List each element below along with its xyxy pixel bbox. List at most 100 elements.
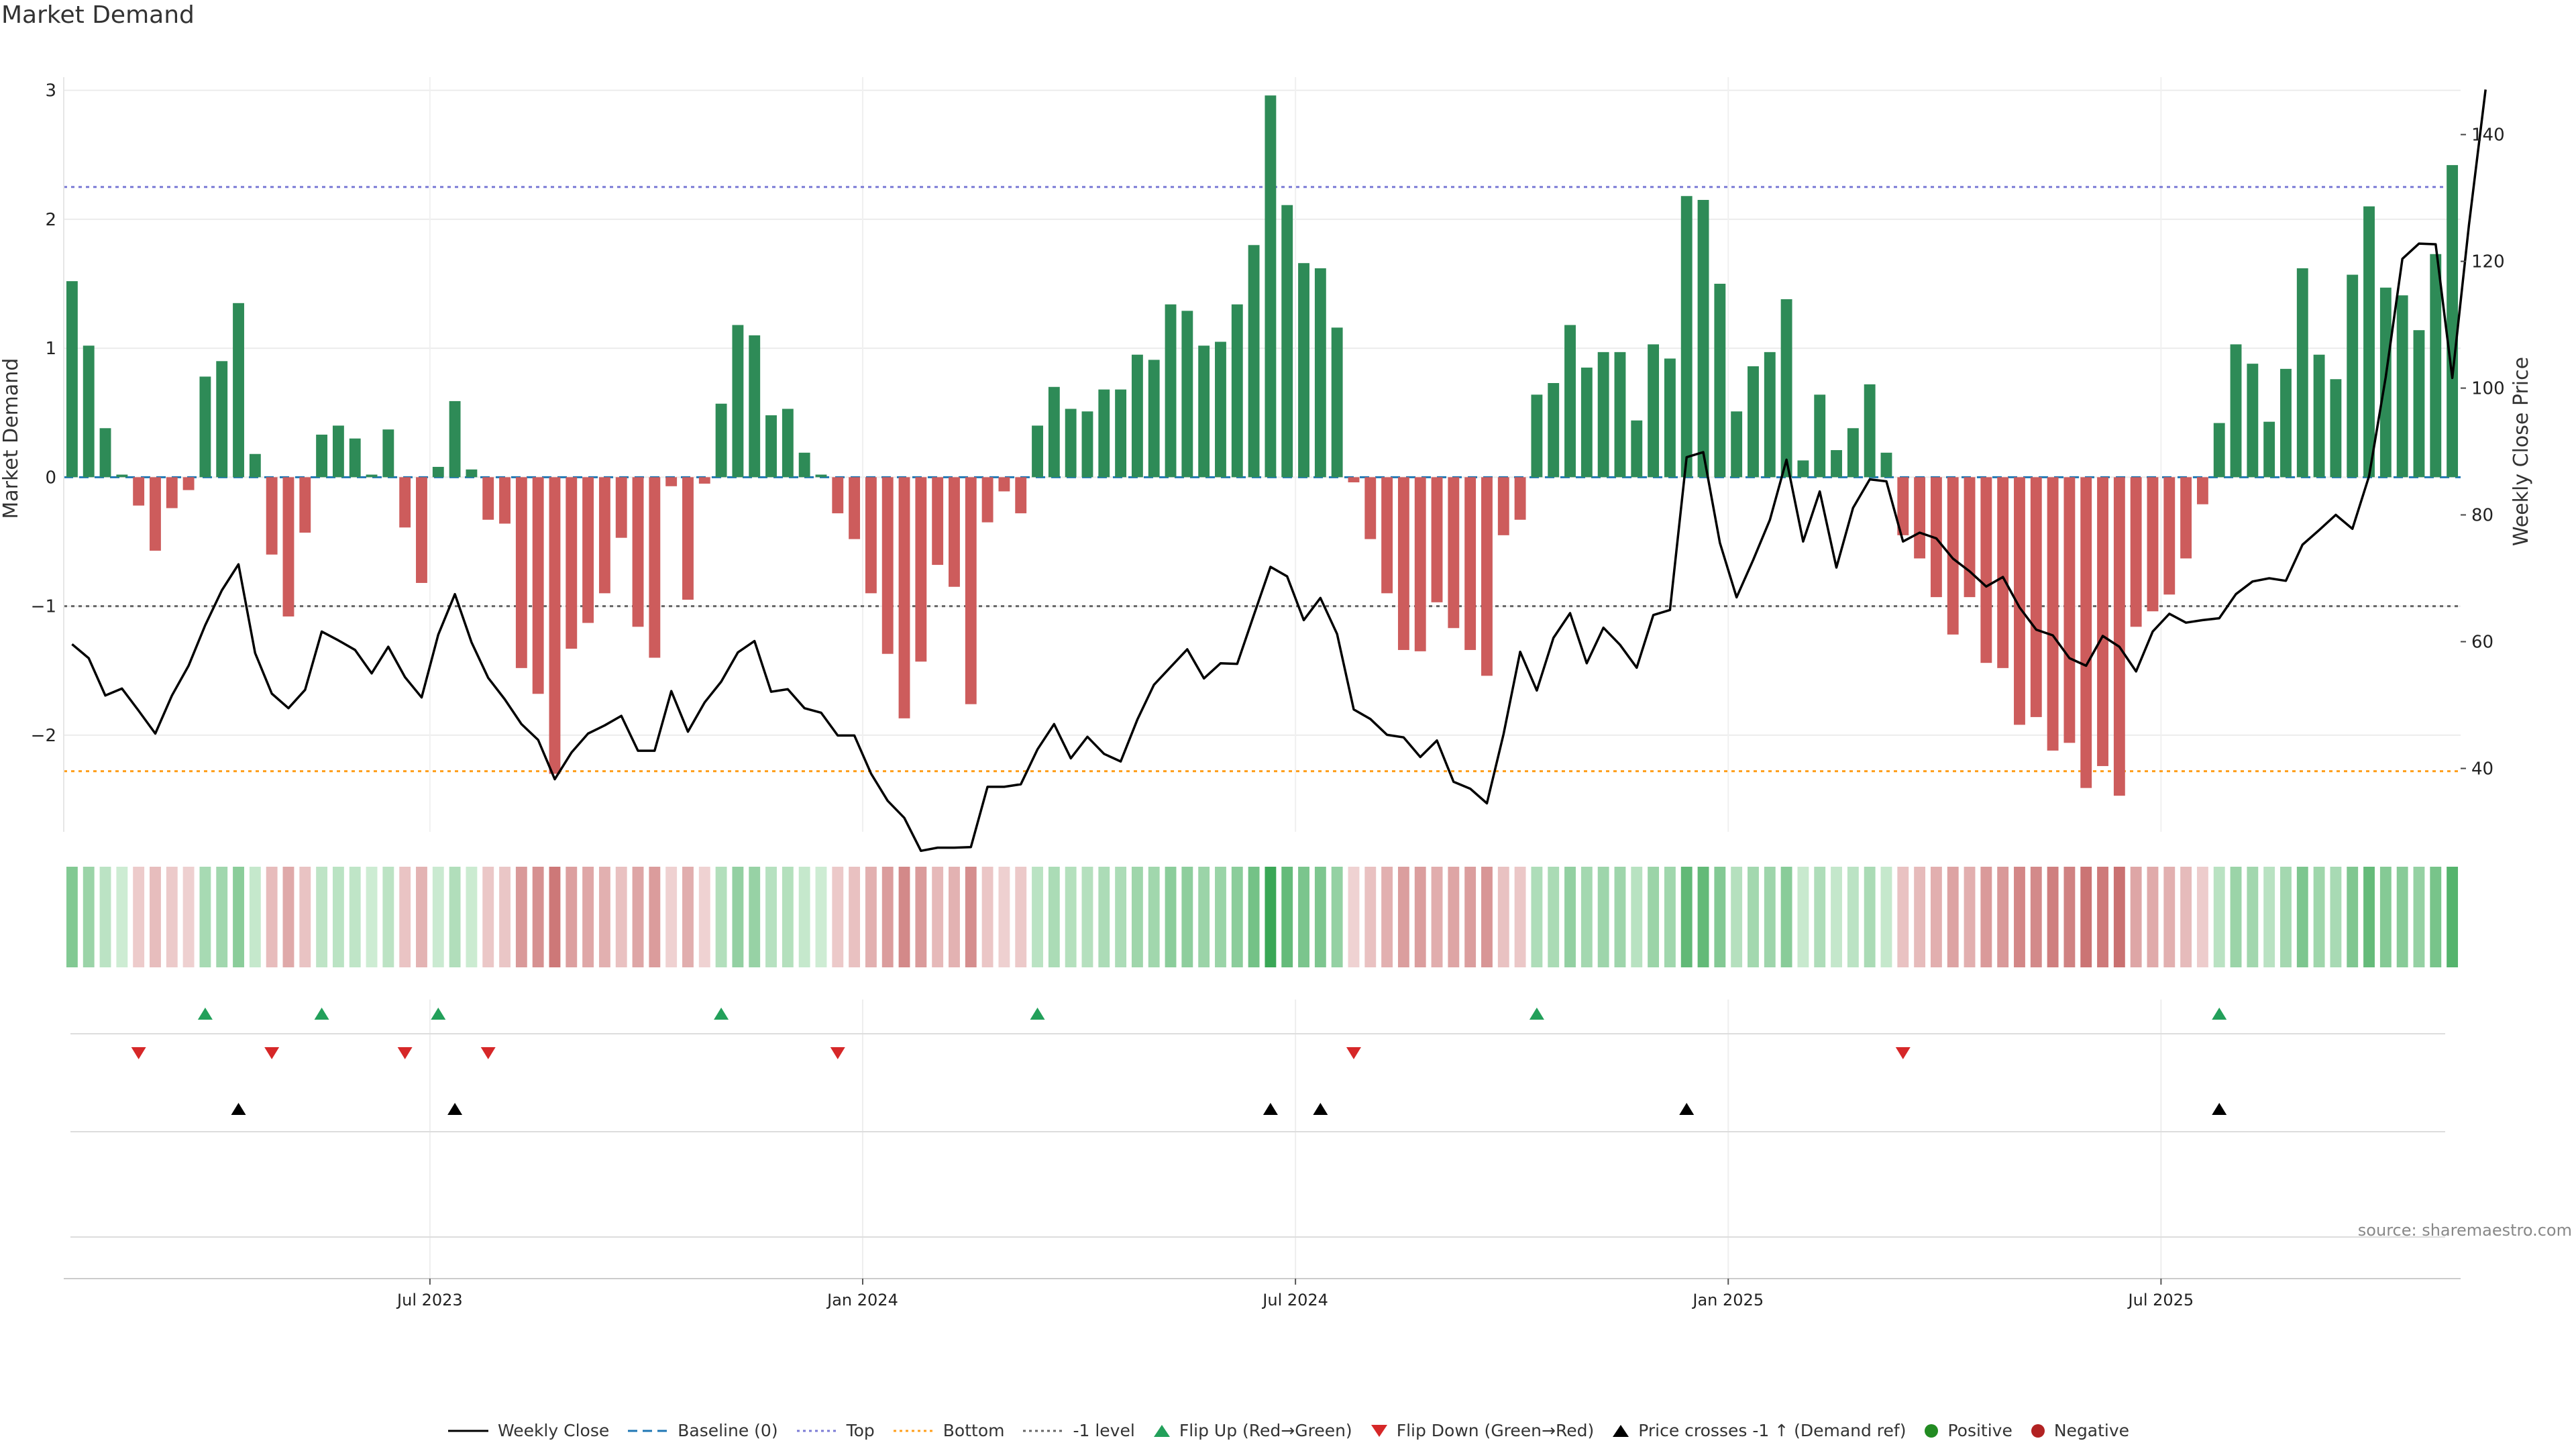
demand-bar bbox=[865, 477, 877, 594]
legend-positive: Positive bbox=[1923, 1421, 2012, 1440]
heat-cell bbox=[849, 867, 861, 967]
demand-bar bbox=[1764, 352, 1776, 478]
demand-bar bbox=[1348, 477, 1360, 483]
heat-cell bbox=[150, 867, 161, 967]
heat-cell bbox=[566, 867, 578, 967]
demand-bar bbox=[532, 477, 544, 694]
heat-cell bbox=[532, 867, 544, 967]
demand-bar bbox=[449, 400, 461, 478]
demand-bar bbox=[1148, 360, 1160, 478]
demand-bar bbox=[1015, 477, 1027, 514]
heat-cell bbox=[1032, 867, 1043, 967]
heat-cell bbox=[1514, 867, 1526, 967]
demand-bar bbox=[416, 477, 427, 583]
market-demand-chart: 3 2 1 0 −1 −2 140 120 100 80 60 40 Market Demand Week… bbox=[0, 77, 2533, 1309]
demand-bar bbox=[1980, 477, 1992, 663]
demand-bar bbox=[1231, 304, 1243, 478]
y2-tick-label: 40 bbox=[2471, 759, 2493, 780]
heat-cell bbox=[1248, 867, 1260, 967]
demand-bar bbox=[1248, 245, 1260, 478]
flip-up-marker bbox=[1030, 1008, 1045, 1020]
demand-bar bbox=[2030, 477, 2042, 717]
heat-cell bbox=[2379, 867, 2392, 967]
flip-down-marker bbox=[131, 1047, 146, 1059]
y2-tick-label: 80 bbox=[2471, 506, 2493, 526]
heat-cell bbox=[2396, 867, 2408, 967]
demand-bar bbox=[881, 477, 894, 654]
heat-cell bbox=[1181, 867, 1193, 967]
flip-down-marker bbox=[264, 1047, 280, 1059]
heat-cell bbox=[515, 867, 527, 967]
flip-up-marker bbox=[714, 1008, 729, 1020]
heat-cell bbox=[1165, 867, 1177, 967]
heat-cell bbox=[1531, 867, 1543, 967]
legend-flip-down: Flip Down (Green→Red) bbox=[1370, 1421, 1594, 1440]
heat-cell bbox=[2014, 867, 2025, 967]
flip-up-marker bbox=[431, 1008, 446, 1020]
demand-bar bbox=[832, 477, 844, 514]
x-tick-label: Jul 2025 bbox=[2127, 1291, 2194, 1309]
heat-cell bbox=[216, 867, 228, 967]
heat-cell bbox=[166, 867, 178, 967]
demand-bar bbox=[216, 361, 228, 478]
heat-cell bbox=[1098, 867, 1110, 967]
demand-bar bbox=[965, 477, 977, 704]
demand-bar bbox=[249, 453, 261, 478]
x-tick-label: Jul 2024 bbox=[1261, 1291, 1328, 1309]
heat-cell bbox=[1148, 867, 1160, 967]
demand-bar bbox=[349, 438, 361, 478]
heat-cell bbox=[1331, 867, 1343, 967]
demand-bar bbox=[1814, 394, 1826, 478]
demand-bar bbox=[2280, 368, 2292, 478]
demand-bar bbox=[1115, 389, 1127, 478]
heat-cell bbox=[632, 867, 644, 967]
demand-bar bbox=[515, 477, 527, 668]
demand-bar bbox=[1131, 354, 1143, 478]
heat-cell bbox=[2413, 867, 2425, 967]
demand-bar bbox=[2396, 295, 2408, 478]
heat-cell bbox=[1814, 867, 1826, 967]
demand-bar bbox=[133, 477, 145, 506]
demand-bar bbox=[1597, 352, 1609, 478]
demand-bar bbox=[2247, 364, 2259, 478]
demand-bar bbox=[66, 281, 78, 478]
demand-bar bbox=[1414, 477, 1426, 651]
heat-cell bbox=[1348, 867, 1360, 967]
heat-cell bbox=[1364, 867, 1377, 967]
demand-bar bbox=[1531, 394, 1543, 478]
heat-cell bbox=[399, 867, 411, 967]
heat-cell bbox=[66, 867, 78, 967]
heat-cell bbox=[2130, 867, 2142, 967]
demand-bar bbox=[1914, 477, 1926, 559]
demand-bar bbox=[566, 477, 578, 649]
heat-cell bbox=[1464, 867, 1477, 967]
demand-bar bbox=[1648, 344, 1660, 478]
demand-bar bbox=[1964, 477, 1976, 598]
price-cross-marker bbox=[231, 1103, 246, 1115]
heat-cell bbox=[2030, 867, 2042, 967]
heat-cell bbox=[1897, 867, 1909, 967]
y-tick-label: −1 bbox=[31, 597, 56, 617]
demand-bar bbox=[2330, 379, 2342, 478]
heat-cell bbox=[1914, 867, 1926, 967]
demand-bar bbox=[2080, 477, 2092, 788]
weekly-close-line bbox=[71, 89, 2487, 853]
heat-cell bbox=[715, 867, 727, 967]
heat-cell bbox=[1065, 867, 1077, 967]
demand-bar bbox=[2180, 477, 2192, 559]
y2-axis-title: Weekly Close Price bbox=[2510, 357, 2533, 546]
demand-bar bbox=[981, 477, 994, 523]
heat-cell bbox=[865, 867, 877, 967]
weekly-close-line bbox=[71, 89, 2487, 853]
demand-bar bbox=[582, 477, 594, 623]
heat-cell bbox=[815, 867, 827, 967]
demand-bar bbox=[1265, 95, 1277, 478]
y-tick-label: 0 bbox=[45, 468, 56, 488]
heat-cell bbox=[233, 867, 244, 967]
y-tick-label: 1 bbox=[45, 339, 56, 359]
heat-cell bbox=[1947, 867, 1959, 967]
demand-bar bbox=[1514, 477, 1526, 520]
legend-weekly-close: Weekly Close bbox=[447, 1421, 610, 1440]
heat-cell bbox=[1631, 867, 1643, 967]
demand-bar bbox=[1897, 477, 1909, 535]
